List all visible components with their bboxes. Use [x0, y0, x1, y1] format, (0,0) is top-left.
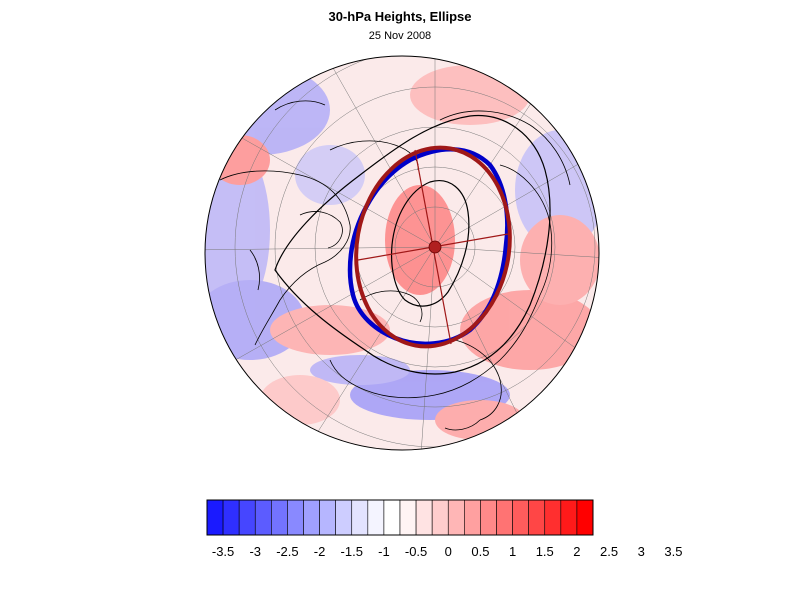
colorbar-cell: [351, 499, 369, 536]
colorbar-cell: [512, 499, 529, 536]
colorbar-tick-label: -2: [314, 544, 326, 559]
colorbar-cell: [560, 499, 578, 536]
colorbar-cell: [206, 499, 224, 536]
colorbar-cell: [576, 499, 594, 536]
colorbar-cell: [238, 499, 256, 536]
globe-outline: [204, 55, 600, 451]
colorbar-cell: [335, 499, 353, 536]
colorbar-tick-label: -2.5: [276, 544, 298, 559]
fitted-ellipse: [354, 145, 512, 349]
colorbar-tick-label: -3.5: [212, 544, 234, 559]
colorbar-cell: [303, 499, 320, 536]
colorbar-cell: [383, 499, 401, 536]
colorbar-cell: [544, 499, 562, 536]
colorbar-cell: [447, 499, 465, 536]
colorbar-cell: [254, 499, 272, 536]
colorbar-tick-labels: -3.5 -3 -2.5 -2 -1.5 -1 -0.5 0 0.5 1 1.5 2 2.5 3 3.5: [212, 544, 683, 559]
colorbar-cell: [528, 499, 546, 536]
colorbar-cell: [399, 499, 417, 536]
colorbar-frame: [206, 499, 594, 536]
map-date: 25 Nov 2008: [368, 30, 432, 42]
height-contour-inner: [390, 180, 470, 307]
height-contours: [274, 114, 551, 375]
polar-map: [204, 55, 600, 451]
colorbar-tick-label: 1.5: [536, 544, 554, 559]
map-title: 30-hPa Heights, Ellipse: [328, 9, 472, 24]
colorbar-tick-label: 3: [638, 544, 645, 559]
colorbar-tick-label: 0.5: [471, 544, 489, 559]
colorbar-cells: [206, 499, 594, 536]
ellipse-center-marker: [428, 240, 442, 254]
colorbar-tick-label: -1: [378, 544, 390, 559]
colorbar-tick-label: -3: [249, 544, 261, 559]
colorbar-cell: [367, 499, 385, 536]
colorbar-tick-label: 2.5: [600, 544, 618, 559]
colorbar-cell: [431, 499, 449, 536]
colorbar-tick-label: 2: [573, 544, 580, 559]
colorbar-cell: [287, 499, 304, 536]
colorbar-cell: [319, 499, 336, 536]
colorbar-cell: [464, 499, 481, 536]
colorbar-cell: [222, 499, 240, 536]
colorbar-tick-label: 0: [445, 544, 452, 559]
vortex-edge-contour: [347, 147, 510, 347]
colorbar-tick-label: -1.5: [341, 544, 363, 559]
colorbar-tick-label: -0.5: [405, 544, 427, 559]
colorbar-cell: [271, 499, 288, 536]
colorbar-tick-label: 3.5: [664, 544, 682, 559]
anomaly-field: [205, 56, 599, 450]
colorbar-tick-label: 1: [509, 544, 516, 559]
height-contour-outer: [274, 114, 551, 375]
colorbar-cell: [496, 499, 513, 536]
colorbar-cell: [415, 499, 433, 536]
colorbar-cell: [480, 499, 497, 536]
